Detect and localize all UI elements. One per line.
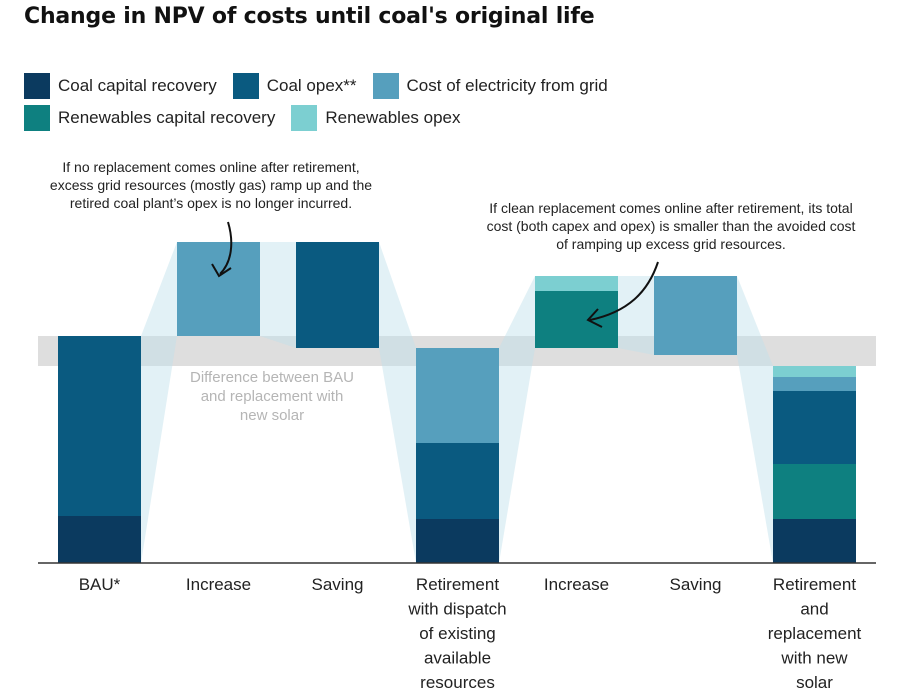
legend-swatch-grid <box>372 73 399 99</box>
legend-label-grid: Cost of electricity from grid <box>406 76 608 95</box>
legend-item-renewables-capital: Renewables capital recovery <box>24 105 275 131</box>
legend: Coal capital recovery Coal opex** Cost o… <box>24 70 884 134</box>
annotation-left: If no replacement comes online after ret… <box>50 159 372 211</box>
bar-group-4 <box>416 348 499 563</box>
legend-item-grid: Cost of electricity from grid <box>372 73 608 99</box>
connector-6 <box>737 276 773 563</box>
connector-layer <box>141 242 773 563</box>
annotation-right: If clean replacement comes online after … <box>487 200 856 252</box>
arrow-head-left <box>211 263 232 278</box>
connector-1 <box>141 242 177 563</box>
chart-title: Change in NPV of costs until coal's orig… <box>24 4 595 29</box>
bar-1-segment-2 <box>58 336 141 516</box>
connector-2 <box>260 242 296 348</box>
annotation-arrow-right <box>589 261 659 321</box>
category-label-1: BAU* <box>79 575 121 594</box>
legend-swatch-coal-capital <box>24 73 50 99</box>
arrow-head-right <box>586 308 603 328</box>
bar-group-1 <box>58 336 141 563</box>
connector-4 <box>499 276 535 563</box>
bar-2-segment-1 <box>177 242 260 336</box>
legend-item-coal-capital: Coal capital recovery <box>24 73 217 99</box>
bar-3-segment-1 <box>296 242 379 348</box>
bar-7-segment-1 <box>773 519 856 563</box>
legend-swatch-coal-opex <box>232 73 259 99</box>
bar-group-2 <box>177 242 260 336</box>
legend-row-2: Renewables capital recovery Renewables o… <box>24 102 884 134</box>
legend-row-1: Coal capital recovery Coal opex** Cost o… <box>24 70 884 102</box>
bar-4-segment-2 <box>416 443 499 519</box>
category-label-2: Increase <box>186 575 251 594</box>
bar-group-7 <box>773 366 856 563</box>
bar-7-segment-5 <box>773 366 856 377</box>
legend-label-coal-opex: Coal opex** <box>266 76 357 95</box>
legend-label-renewables-capital: Renewables capital recovery <box>58 108 276 127</box>
band-label: Difference between BAU and replacement wi… <box>190 369 354 424</box>
category-label-7: Retirement and replacement with new solar <box>768 575 862 692</box>
label-layer: BAU* Increase Saving Retirement with dispatc… <box>79 575 862 692</box>
bar-7-segment-3 <box>773 391 856 464</box>
bar-group-6 <box>654 276 737 355</box>
bar-group-3 <box>296 242 379 348</box>
bar-1-segment-1 <box>58 516 141 563</box>
bar-7-segment-2 <box>773 464 856 519</box>
legend-item-renewables-opex: Renewables opex <box>291 105 461 131</box>
bar-4-segment-1 <box>416 519 499 563</box>
connector-5 <box>618 276 654 355</box>
bar-7-segment-4 <box>773 377 856 391</box>
legend-swatch-renewables-capital <box>24 105 50 131</box>
bar-5-segment-1 <box>535 291 618 348</box>
legend-label-coal-capital: Coal capital recovery <box>58 76 217 95</box>
bar-6-segment-1 <box>654 276 737 355</box>
connector-3 <box>379 242 416 563</box>
annotation-layer: If no replacement comes online after ret… <box>50 159 856 424</box>
bar-5-segment-2 <box>535 276 618 291</box>
legend-item-coal-opex: Coal opex** <box>232 73 357 99</box>
legend-label-renewables-opex: Renewables opex <box>325 108 461 127</box>
annotation-arrow-left <box>219 221 233 275</box>
category-label-3: Saving <box>312 575 364 594</box>
category-label-6: Saving <box>670 575 722 594</box>
bar-4-segment-3 <box>416 348 499 443</box>
category-label-4: Retirement with dispatch of existing availa… <box>407 575 506 692</box>
legend-swatch-renewables-opex <box>291 105 318 131</box>
category-label-5: Increase <box>544 575 609 594</box>
bar-group-5 <box>535 276 618 348</box>
bar-layer <box>58 242 856 563</box>
